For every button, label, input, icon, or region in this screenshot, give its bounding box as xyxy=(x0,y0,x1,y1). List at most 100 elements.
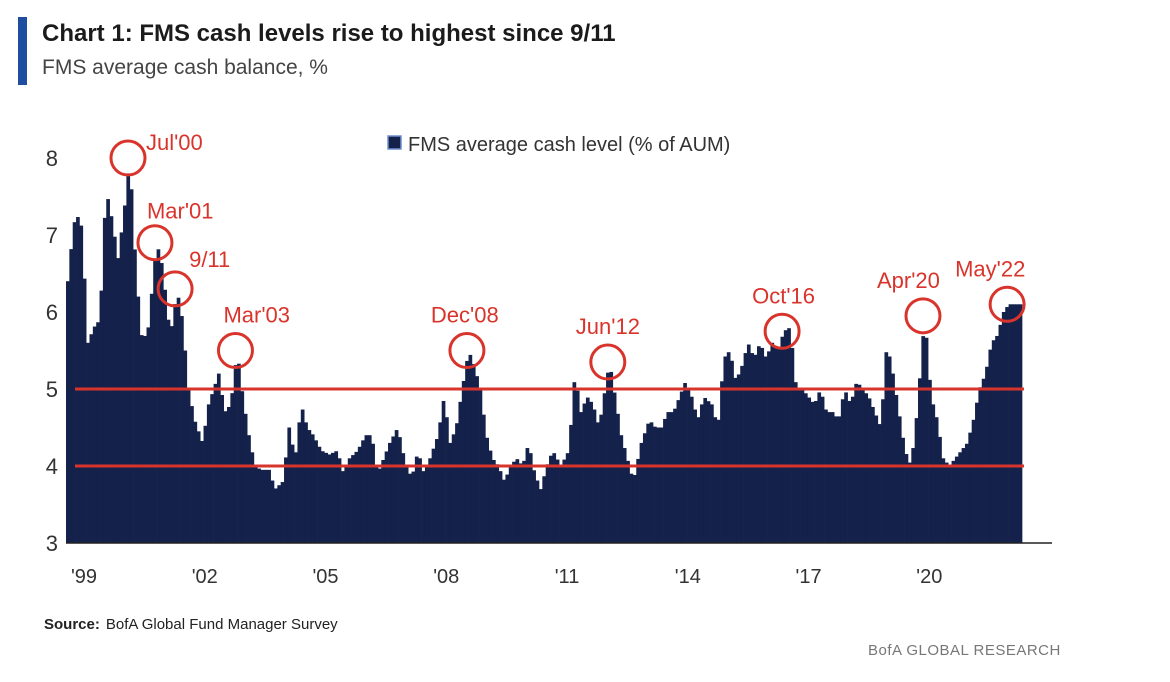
bar xyxy=(653,426,657,543)
annotation-circle xyxy=(448,332,486,369)
bar xyxy=(951,460,956,543)
bar xyxy=(294,452,298,543)
bar xyxy=(200,440,204,543)
annotation-label: Oct'16 xyxy=(752,283,815,308)
legend-swatch xyxy=(387,135,402,150)
bar xyxy=(629,473,634,543)
bar xyxy=(102,217,107,543)
bar xyxy=(736,374,741,543)
bar xyxy=(565,453,570,543)
bar xyxy=(924,337,929,543)
bar xyxy=(555,459,560,543)
x-tick-label: '08 xyxy=(433,566,459,588)
bar xyxy=(710,404,714,543)
bar xyxy=(391,436,396,543)
bar xyxy=(327,454,332,543)
bar xyxy=(961,448,966,543)
bar xyxy=(176,297,181,543)
bar xyxy=(582,403,587,543)
bar xyxy=(810,401,815,543)
bar xyxy=(666,412,671,543)
bar xyxy=(304,422,308,543)
bar xyxy=(344,466,349,543)
annotation-label: Mar'01 xyxy=(147,199,214,224)
x-tick-label: '14 xyxy=(675,566,701,588)
bar xyxy=(485,437,489,543)
bar xyxy=(609,371,614,543)
bar xyxy=(123,205,127,543)
bar xyxy=(636,458,640,543)
bar xyxy=(884,352,889,543)
bar xyxy=(99,290,104,543)
bar xyxy=(572,382,577,543)
bar xyxy=(498,471,503,543)
bar xyxy=(216,373,221,543)
bar xyxy=(280,482,285,543)
bar xyxy=(230,393,235,543)
bar xyxy=(72,222,77,544)
bar xyxy=(928,379,932,543)
bar xyxy=(726,352,731,543)
bar xyxy=(401,453,406,543)
annotation-circle xyxy=(109,139,147,177)
x-tick-label: '20 xyxy=(916,566,942,588)
bar xyxy=(495,464,500,543)
bar xyxy=(975,402,979,543)
bar xyxy=(206,404,211,543)
bar xyxy=(434,439,439,543)
bar xyxy=(253,466,258,543)
bar xyxy=(981,378,986,543)
bar xyxy=(364,435,369,543)
annotation-circle xyxy=(763,312,801,350)
y-tick-label: 4 xyxy=(46,454,58,479)
bar xyxy=(918,378,922,543)
bar xyxy=(934,417,939,543)
bar xyxy=(991,340,996,543)
bar xyxy=(958,452,962,543)
bar xyxy=(394,430,399,543)
bar xyxy=(82,278,87,543)
bar xyxy=(468,354,473,543)
annotation-circle xyxy=(589,343,627,381)
bar xyxy=(76,217,80,543)
bar xyxy=(354,451,359,543)
bar xyxy=(569,424,573,543)
bar xyxy=(689,396,694,543)
bar xyxy=(404,467,409,543)
bar xyxy=(642,433,647,543)
bar xyxy=(948,465,952,543)
bar xyxy=(267,469,271,543)
bar xyxy=(830,412,835,543)
bar xyxy=(599,414,604,543)
bar xyxy=(767,351,771,543)
bar xyxy=(777,348,781,543)
bar xyxy=(740,365,744,543)
bar xyxy=(528,453,533,543)
bar xyxy=(864,393,869,543)
bar xyxy=(320,451,325,543)
bar xyxy=(683,383,687,543)
bar xyxy=(941,458,946,543)
bar xyxy=(897,416,902,543)
bar xyxy=(297,422,302,543)
bar xyxy=(277,485,282,543)
bar xyxy=(874,415,879,543)
chart-subtitle: FMS average cash balance, % xyxy=(42,56,328,79)
bar xyxy=(143,335,147,543)
bar xyxy=(367,435,372,543)
annotation-label: Jun'12 xyxy=(576,314,640,339)
bar xyxy=(287,427,292,543)
bar xyxy=(146,327,151,543)
bar xyxy=(954,456,959,543)
bar xyxy=(273,488,278,543)
bar xyxy=(559,466,563,543)
bar xyxy=(887,356,892,543)
bar xyxy=(837,416,842,543)
bar xyxy=(542,476,547,543)
bar xyxy=(455,423,459,543)
bar xyxy=(89,334,94,543)
bar xyxy=(850,396,855,543)
bar xyxy=(619,435,624,543)
bar xyxy=(632,474,637,543)
bar xyxy=(448,442,453,543)
